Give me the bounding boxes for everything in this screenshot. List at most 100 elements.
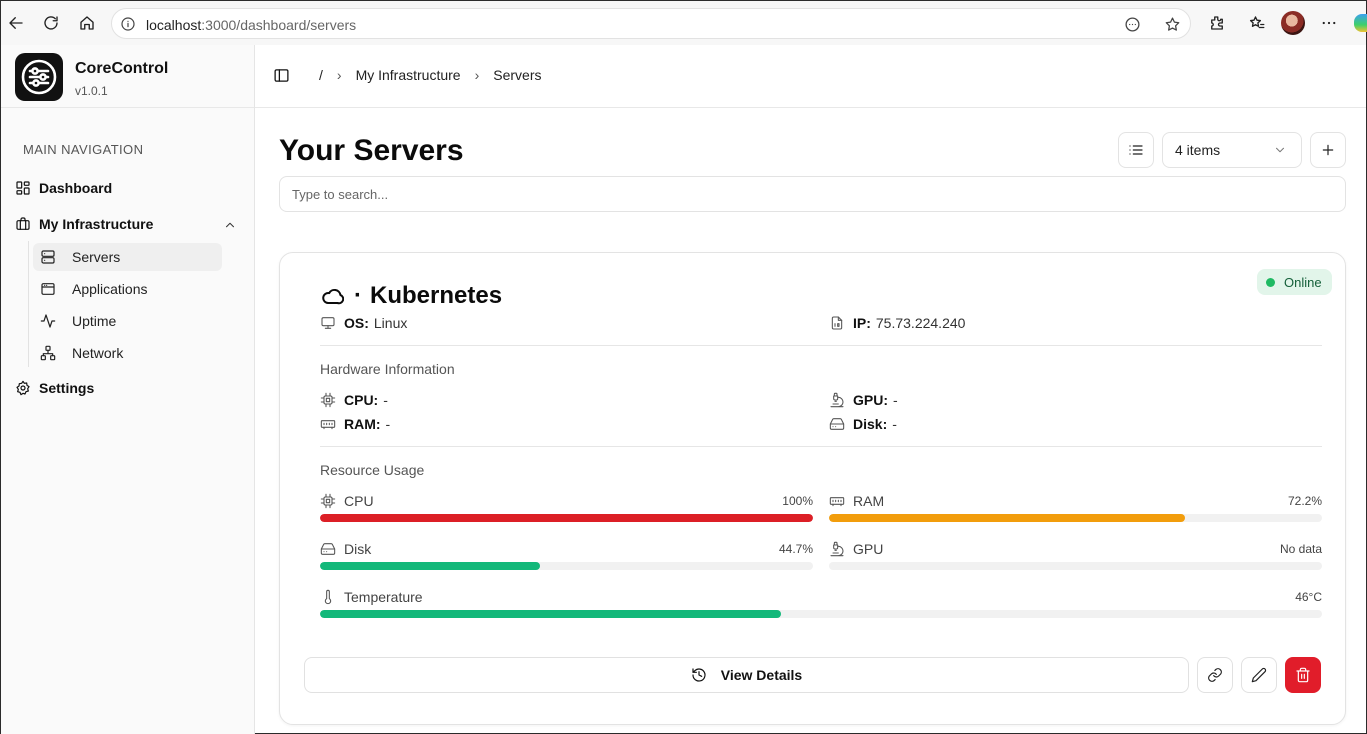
ram-usage-fill xyxy=(829,514,1185,522)
temperature-usage-label: Temperature xyxy=(320,588,1322,606)
sidebar-item-uptime[interactable]: Uptime xyxy=(33,307,222,335)
monitor-icon xyxy=(321,317,335,329)
temperature-usage-track xyxy=(320,610,1322,618)
os-label: OS: xyxy=(344,315,369,331)
add-server-button[interactable] xyxy=(1310,132,1346,168)
usage-label-text: Temperature xyxy=(344,589,423,605)
usage-label-text: RAM xyxy=(853,493,885,509)
top-bar: / › My Infrastructure › Servers xyxy=(255,45,1366,108)
ram-value: - xyxy=(385,416,391,432)
chevron-down-icon xyxy=(1273,143,1287,157)
back-arrow-icon[interactable] xyxy=(5,12,27,34)
status-dot xyxy=(1266,277,1275,287)
gpu-usage: GPU No data xyxy=(829,540,1322,570)
sidebar-item-servers[interactable]: Servers xyxy=(33,243,222,271)
hard-drive-icon xyxy=(320,543,336,555)
extensions-icon[interactable] xyxy=(1206,12,1228,34)
sidebar-item-network[interactable]: Network xyxy=(33,339,222,367)
usage-label-text: CPU xyxy=(344,493,374,509)
disk-usage-track xyxy=(320,562,813,570)
chevron-right-icon: › xyxy=(474,67,480,83)
app-name: CoreControl xyxy=(75,60,169,77)
ram-usage-track xyxy=(829,514,1322,522)
cpu-value: - xyxy=(383,392,388,408)
sidebar-item-label: Dashboard xyxy=(39,180,113,196)
sidebar-item-dashboard[interactable]: Dashboard xyxy=(15,180,112,196)
breadcrumb: / › My Infrastructure › Servers xyxy=(319,67,542,83)
breadcrumb-root[interactable]: / xyxy=(319,67,323,83)
gpu-info: GPU: - xyxy=(829,392,898,408)
cpu-icon xyxy=(320,392,336,408)
list-view-button[interactable] xyxy=(1118,132,1154,168)
usage-title: Resource Usage xyxy=(320,462,425,478)
favorites-icon[interactable] xyxy=(1246,12,1268,34)
list-icon xyxy=(1129,145,1143,155)
cpu-usage-track xyxy=(320,514,813,522)
refresh-icon[interactable] xyxy=(40,12,62,34)
divider xyxy=(320,446,1322,447)
ram-label: RAM: xyxy=(344,416,381,432)
submenu-line xyxy=(28,241,29,367)
breadcrumb-item[interactable]: My Infrastructure xyxy=(355,67,461,83)
server-icon xyxy=(41,250,55,264)
sidebar-item-applications[interactable]: Applications xyxy=(33,275,222,303)
cpu-usage: CPU 100% xyxy=(320,492,813,522)
edit-server-button[interactable] xyxy=(1241,657,1277,693)
more-menu-icon[interactable] xyxy=(1318,12,1340,34)
sidebar-item-label: Applications xyxy=(72,281,148,297)
activity-icon xyxy=(40,314,56,328)
sidebar-item-label: Servers xyxy=(72,249,121,265)
sidebar-item-my-infrastructure[interactable]: My Infrastructure xyxy=(15,216,153,232)
sidebar-item-settings[interactable]: Settings xyxy=(15,380,94,396)
server-card: Online · Kubernetes OS: Linux IP: 75.73.… xyxy=(279,252,1346,725)
ram-usage-label: RAM xyxy=(829,492,1322,510)
disk-usage-fill xyxy=(320,562,541,570)
ip-info: IP: 75.73.224.240 xyxy=(829,315,965,331)
profile-avatar[interactable] xyxy=(1281,11,1305,35)
view-details-button[interactable]: View Details xyxy=(304,657,1189,693)
browser-toolbar: localhost:3000/dashboard/servers xyxy=(1,1,1367,45)
address-bar[interactable]: localhost:3000/dashboard/servers xyxy=(111,8,1191,39)
url-path: :3000/dashboard/servers xyxy=(201,17,357,33)
home-icon[interactable] xyxy=(76,12,98,34)
app-window-icon xyxy=(41,283,55,295)
delete-server-button[interactable] xyxy=(1285,657,1321,693)
open-link-button[interactable] xyxy=(1197,657,1233,693)
sidebar-item-label: Uptime xyxy=(72,313,117,329)
info-icon[interactable] xyxy=(120,16,136,32)
cpu-label: CPU: xyxy=(344,392,379,408)
usage-label-text: GPU xyxy=(853,541,884,557)
status-badge: Online xyxy=(1257,269,1332,295)
gpu-value: - xyxy=(893,392,898,408)
divider xyxy=(320,345,1322,346)
sidebar-item-label: Settings xyxy=(39,380,95,396)
link-icon xyxy=(1208,668,1222,682)
sliders-logo-icon xyxy=(15,53,63,101)
history-icon xyxy=(692,668,706,682)
more-page-icon[interactable] xyxy=(1124,16,1141,33)
view-details-label: View Details xyxy=(720,667,803,683)
url-text: localhost:3000/dashboard/servers xyxy=(146,17,356,33)
disk-value: - xyxy=(892,416,897,432)
temperature-usage: Temperature 46°C xyxy=(320,588,1322,618)
sidebar-toggle-icon[interactable] xyxy=(273,67,290,84)
url-host: localhost xyxy=(146,17,202,33)
sidebar-divider xyxy=(1,107,254,108)
nav-section-label: MAIN NAVIGATION xyxy=(23,142,144,157)
ip-label: IP: xyxy=(853,315,871,331)
disk-usage-label: Disk xyxy=(320,540,813,558)
copilot-icon[interactable] xyxy=(1354,14,1367,32)
items-per-page-select[interactable]: 4 items xyxy=(1162,132,1302,168)
briefcase-icon xyxy=(16,217,30,230)
chevron-up-icon[interactable] xyxy=(223,218,237,232)
search-input[interactable] xyxy=(279,176,1346,212)
cpu-usage-label: CPU xyxy=(320,492,813,510)
page-title: Your Servers xyxy=(279,134,464,167)
brand[interactable]: CoreControl v1.0.1 xyxy=(15,53,168,101)
plus-icon xyxy=(1322,144,1334,156)
sidebar-item-label: My Infrastructure xyxy=(39,216,154,232)
app-version: v1.0.1 xyxy=(75,84,108,98)
os-info: OS: Linux xyxy=(320,315,407,331)
star-icon[interactable] xyxy=(1164,16,1181,33)
thermometer-icon xyxy=(324,589,332,605)
